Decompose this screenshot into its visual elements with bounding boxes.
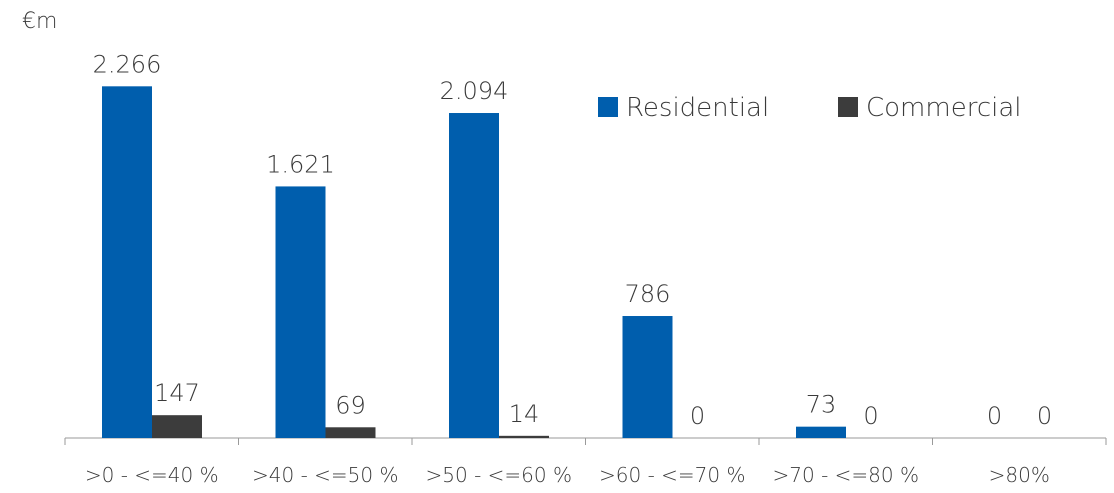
x-tick-label-5: >80%: [989, 463, 1050, 487]
bar-commercial-0: [152, 415, 202, 438]
bar-commercial-2: [499, 435, 549, 438]
bar-residential-3: [622, 316, 673, 438]
x-tick-label-3: >60 - <=70 %: [599, 463, 745, 487]
data-labels: 2.266 147 1.621 69 2.094 14 786 0 73 0 0 0: [93, 50, 1053, 430]
x-tick-label-2: >50 - <=60 %: [426, 463, 572, 487]
data-label-residential-3: 786: [625, 280, 671, 308]
legend: Residential Commercial: [598, 93, 1022, 123]
data-label-residential-1: 1.621: [266, 150, 335, 178]
bar-residential-1: [275, 186, 326, 438]
legend-swatch-commercial: [838, 97, 858, 117]
unit-label: €m: [22, 9, 57, 34]
data-label-commercial-4: 0: [863, 402, 878, 430]
data-label-residential-0: 2.266: [93, 50, 162, 78]
x-tick-label-4: >70 - <=80 %: [773, 463, 919, 487]
data-label-residential-4: 73: [806, 391, 837, 419]
legend-label-residential: Residential: [626, 93, 769, 123]
data-label-residential-5: 0: [987, 402, 1002, 430]
data-label-residential-2: 2.094: [440, 77, 509, 105]
data-label-commercial-0: 147: [154, 379, 200, 407]
x-tick-label-0: >0 - <=40 %: [85, 463, 219, 487]
legend-swatch-residential: [598, 97, 618, 117]
data-label-commercial-1: 69: [335, 391, 366, 419]
bar-residential-4: [796, 426, 846, 438]
x-axis: [64, 437, 1107, 445]
data-label-commercial-2: 14: [509, 400, 540, 428]
bar-commercial-1: [325, 427, 376, 438]
bar-residential-2: [449, 113, 499, 438]
bar-residential-0: [102, 86, 152, 438]
x-tick-labels: >0 - <=40 % >40 - <=50 % >50 - <=60 % >60 -…: [85, 463, 1050, 487]
data-label-commercial-3: 0: [690, 402, 705, 430]
bars: [102, 86, 846, 438]
x-tick-label-1: >40 - <=50 %: [252, 463, 398, 487]
data-label-commercial-5: 0: [1037, 402, 1052, 430]
legend-label-commercial: Commercial: [866, 93, 1022, 123]
